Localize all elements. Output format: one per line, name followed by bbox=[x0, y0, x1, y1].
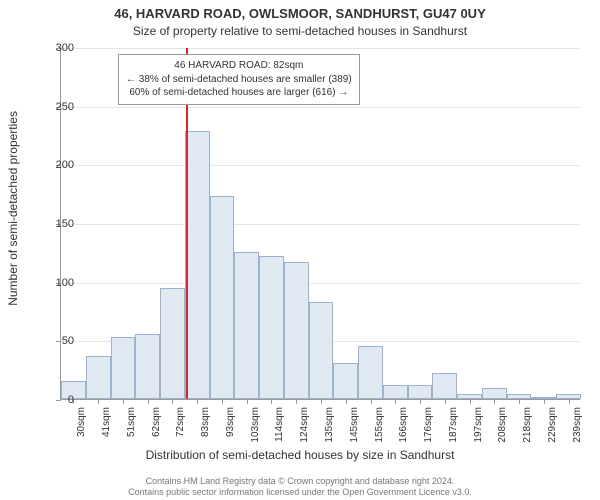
xtick-mark bbox=[247, 399, 248, 404]
xtick-label: 229sqm bbox=[547, 407, 558, 443]
xtick-label: 72sqm bbox=[175, 407, 186, 437]
histogram-bar bbox=[284, 262, 309, 399]
xtick-label: 155sqm bbox=[374, 407, 385, 443]
ytick-label: 150 bbox=[29, 218, 74, 230]
chart-container: 46, HARVARD ROAD, OWLSMOOR, SANDHURST, G… bbox=[0, 0, 600, 500]
xtick-mark bbox=[445, 399, 446, 404]
xtick-label: 62sqm bbox=[151, 407, 162, 437]
histogram-bar bbox=[259, 256, 284, 399]
xtick-mark bbox=[222, 399, 223, 404]
xtick-mark bbox=[321, 399, 322, 404]
histogram-bar bbox=[333, 363, 358, 399]
xtick-label: 41sqm bbox=[101, 407, 112, 437]
histogram-bar bbox=[111, 337, 136, 399]
xtick-mark bbox=[148, 399, 149, 404]
gridline bbox=[61, 224, 580, 225]
histogram-bar bbox=[160, 288, 185, 399]
gridline bbox=[61, 283, 580, 284]
xtick-mark bbox=[420, 399, 421, 404]
xtick-label: 218sqm bbox=[522, 407, 533, 443]
xtick-mark bbox=[544, 399, 545, 404]
xtick-mark bbox=[569, 399, 570, 404]
xtick-label: 197sqm bbox=[473, 407, 484, 443]
xtick-label: 135sqm bbox=[324, 407, 335, 443]
annotation-line-1: 46 HARVARD ROAD: 82sqm bbox=[126, 59, 352, 73]
xtick-label: 187sqm bbox=[448, 407, 459, 443]
chart-subtitle: Size of property relative to semi-detach… bbox=[0, 21, 600, 38]
xtick-label: 83sqm bbox=[200, 407, 211, 437]
xtick-label: 103sqm bbox=[250, 407, 261, 443]
histogram-bar bbox=[432, 373, 457, 399]
histogram-bar bbox=[185, 131, 210, 399]
ytick-label: 100 bbox=[29, 277, 74, 289]
xtick-mark bbox=[371, 399, 372, 404]
xtick-label: 208sqm bbox=[497, 407, 508, 443]
xtick-label: 51sqm bbox=[126, 407, 137, 437]
xtick-label: 176sqm bbox=[423, 407, 434, 443]
ytick-label: 250 bbox=[29, 101, 74, 113]
footer-line-2: Contains public sector information licen… bbox=[0, 487, 600, 498]
xtick-mark bbox=[395, 399, 396, 404]
gridline bbox=[61, 165, 580, 166]
histogram-bar bbox=[309, 302, 334, 399]
xtick-label: 93sqm bbox=[225, 407, 236, 437]
xtick-mark bbox=[98, 399, 99, 404]
histogram-bar bbox=[210, 196, 235, 399]
xtick-label: 239sqm bbox=[572, 407, 583, 443]
xtick-label: 145sqm bbox=[349, 407, 360, 443]
xtick-mark bbox=[494, 399, 495, 404]
y-axis-label: Number of semi-detached properties bbox=[6, 111, 20, 306]
ytick-label: 200 bbox=[29, 159, 74, 171]
histogram-bar bbox=[358, 346, 383, 399]
xtick-mark bbox=[346, 399, 347, 404]
histogram-bar bbox=[86, 356, 111, 399]
xtick-mark bbox=[470, 399, 471, 404]
xtick-mark bbox=[296, 399, 297, 404]
ytick-label: 0 bbox=[29, 394, 74, 406]
annotation-line-3: 60% of semi-detached houses are larger (… bbox=[126, 86, 352, 100]
x-axis-label: Distribution of semi-detached houses by … bbox=[0, 448, 600, 462]
ytick-label: 50 bbox=[29, 335, 74, 347]
xtick-label: 166sqm bbox=[398, 407, 409, 443]
xtick-mark bbox=[271, 399, 272, 404]
gridline bbox=[61, 48, 580, 49]
chart-title: 46, HARVARD ROAD, OWLSMOOR, SANDHURST, G… bbox=[0, 0, 600, 21]
footer-line-1: Contains HM Land Registry data © Crown c… bbox=[0, 476, 600, 487]
xtick-label: 30sqm bbox=[76, 407, 87, 437]
annotation-line-2: ← 38% of semi-detached houses are smalle… bbox=[126, 73, 352, 87]
xtick-mark bbox=[172, 399, 173, 404]
histogram-bar bbox=[135, 334, 160, 399]
histogram-bar bbox=[408, 385, 433, 399]
xtick-mark bbox=[519, 399, 520, 404]
xtick-mark bbox=[123, 399, 124, 404]
histogram-bar bbox=[383, 385, 408, 399]
xtick-label: 124sqm bbox=[299, 407, 310, 443]
histogram-bar bbox=[234, 252, 259, 399]
ytick-label: 300 bbox=[29, 42, 74, 54]
xtick-label: 114sqm bbox=[274, 407, 285, 442]
annotation-box: 46 HARVARD ROAD: 82sqm ← 38% of semi-det… bbox=[118, 54, 360, 105]
gridline bbox=[61, 107, 580, 108]
footer: Contains HM Land Registry data © Crown c… bbox=[0, 476, 600, 499]
xtick-mark bbox=[197, 399, 198, 404]
histogram-bar bbox=[482, 388, 507, 399]
